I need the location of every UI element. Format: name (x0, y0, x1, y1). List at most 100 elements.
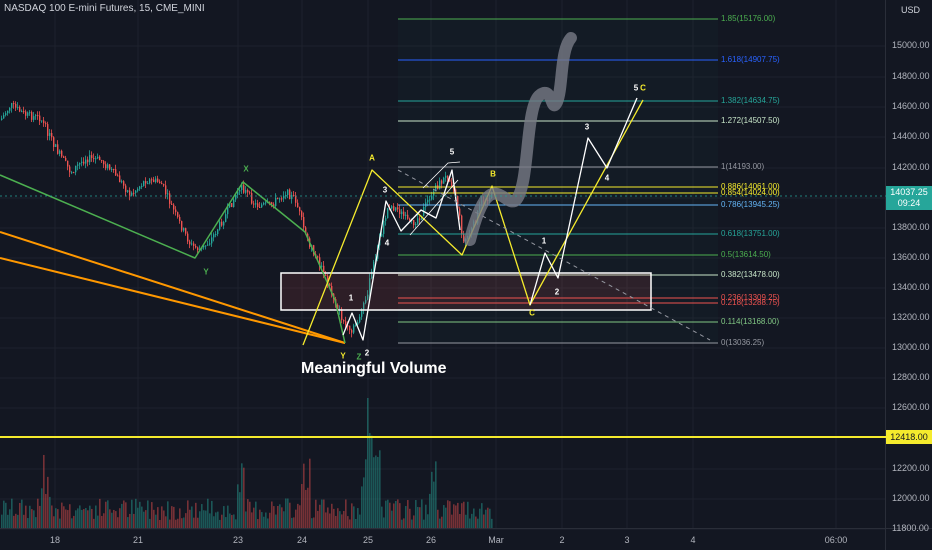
volume-bar (341, 514, 343, 528)
time-tick-label: 4 (690, 535, 696, 545)
candle-body (205, 245, 207, 247)
volume-bar (71, 518, 73, 528)
projection-brush[interactable] (464, 32, 577, 246)
candle-body (29, 112, 31, 114)
volume-bar (385, 500, 387, 528)
volume-bar (419, 507, 421, 528)
candle-body (359, 316, 361, 323)
price-tick-label: 14400.00 (892, 131, 930, 141)
volume-bar (329, 513, 331, 528)
volume-bar (207, 498, 209, 528)
trendline-orange-upper[interactable] (0, 231, 346, 344)
volume-bar (241, 463, 243, 528)
candle-body (41, 120, 43, 122)
candle-body (19, 107, 21, 112)
volume-bar (117, 517, 119, 528)
volume-bar (133, 513, 135, 528)
candle-body (107, 164, 109, 169)
volume-bar (355, 518, 357, 528)
dashed-trendline[interactable] (397, 169, 711, 341)
volume-bar (407, 500, 409, 528)
drawings[interactable] (0, 32, 886, 438)
candle-body (63, 156, 65, 158)
candle-body (361, 309, 363, 317)
time-tick-label: 25 (362, 535, 374, 545)
volume-bar (239, 492, 241, 528)
volume-bar (145, 510, 147, 528)
volume-bar (111, 512, 113, 528)
volume-bar (361, 486, 363, 528)
volume-bar (481, 503, 483, 528)
candle-body (295, 196, 297, 203)
wave-wxy-line[interactable] (0, 174, 346, 344)
wedge-line-lower[interactable] (409, 179, 459, 236)
candle-body (9, 107, 11, 111)
candle-body (399, 209, 401, 215)
volume-bar (279, 504, 281, 528)
volume-bar (129, 513, 131, 528)
wave-projection-white[interactable] (529, 97, 638, 306)
wave-impulse-white[interactable] (342, 169, 461, 341)
candle-body (303, 217, 305, 228)
volume-bar (371, 435, 373, 528)
candle-body (419, 218, 421, 220)
candle-body (253, 203, 255, 205)
wedge-line-upper[interactable] (422, 161, 461, 189)
volume-bar (313, 517, 315, 528)
fib-level-label: 0.382(13478.00) (721, 270, 780, 279)
volume-bar (471, 513, 473, 528)
candle-body (17, 107, 19, 109)
volume-bar (187, 500, 189, 528)
volume-bar (169, 519, 171, 528)
candle-body (329, 283, 331, 287)
volume-bar (37, 498, 39, 528)
symbol-title[interactable]: NASDAQ 100 E-mini Futures, 15, CME_MINI (4, 3, 205, 14)
meaningful-volume-annotation[interactable]: Meaningful Volume (301, 360, 447, 377)
volume-bar (421, 499, 423, 528)
fib-level-label: 0.886(14061.00) (721, 182, 780, 191)
wave-label: C (529, 308, 535, 318)
volume-bar (359, 514, 361, 528)
candle-body (151, 179, 153, 181)
volume-bar (259, 509, 261, 528)
candle-body (401, 211, 403, 215)
candle-body (11, 103, 13, 108)
fib-level-label: 1.85(15176.00) (721, 14, 776, 23)
candle-body (223, 221, 225, 226)
candle-body (85, 159, 87, 164)
candle-body (215, 234, 217, 236)
candle-body (95, 158, 97, 160)
candle-body (193, 243, 195, 246)
volume-bar (317, 510, 319, 528)
volume-bar (175, 519, 177, 528)
volume-bar (59, 518, 61, 528)
candle-body (165, 185, 167, 195)
candle-body (47, 124, 49, 136)
candle-body (371, 271, 373, 279)
volume-bar (161, 506, 163, 528)
volume-bar (139, 501, 141, 528)
candle-body (277, 197, 279, 199)
price-tick-label: 14800.00 (892, 71, 930, 81)
volume-bar (413, 515, 415, 528)
volume-bar (283, 511, 285, 528)
candle-body (93, 157, 95, 159)
volume-bar (109, 509, 111, 528)
volume-bar (47, 476, 49, 528)
candle-body (35, 115, 37, 117)
trendline-orange-lower[interactable] (0, 257, 346, 344)
candle-body (451, 181, 453, 187)
demand-zone-box[interactable] (280, 272, 652, 311)
volume-bar (55, 508, 57, 528)
volume-bar (459, 514, 461, 528)
current-price-value: 14037.25 (890, 187, 928, 197)
volume-bar (159, 519, 161, 528)
volume-bar (11, 498, 13, 528)
volume-bar (431, 471, 433, 528)
wave-label: 4 (384, 238, 390, 248)
candle-body (43, 120, 45, 124)
candle-body (49, 133, 51, 136)
volume-bar (353, 506, 355, 528)
fibonacci-retracement[interactable] (398, 18, 718, 344)
